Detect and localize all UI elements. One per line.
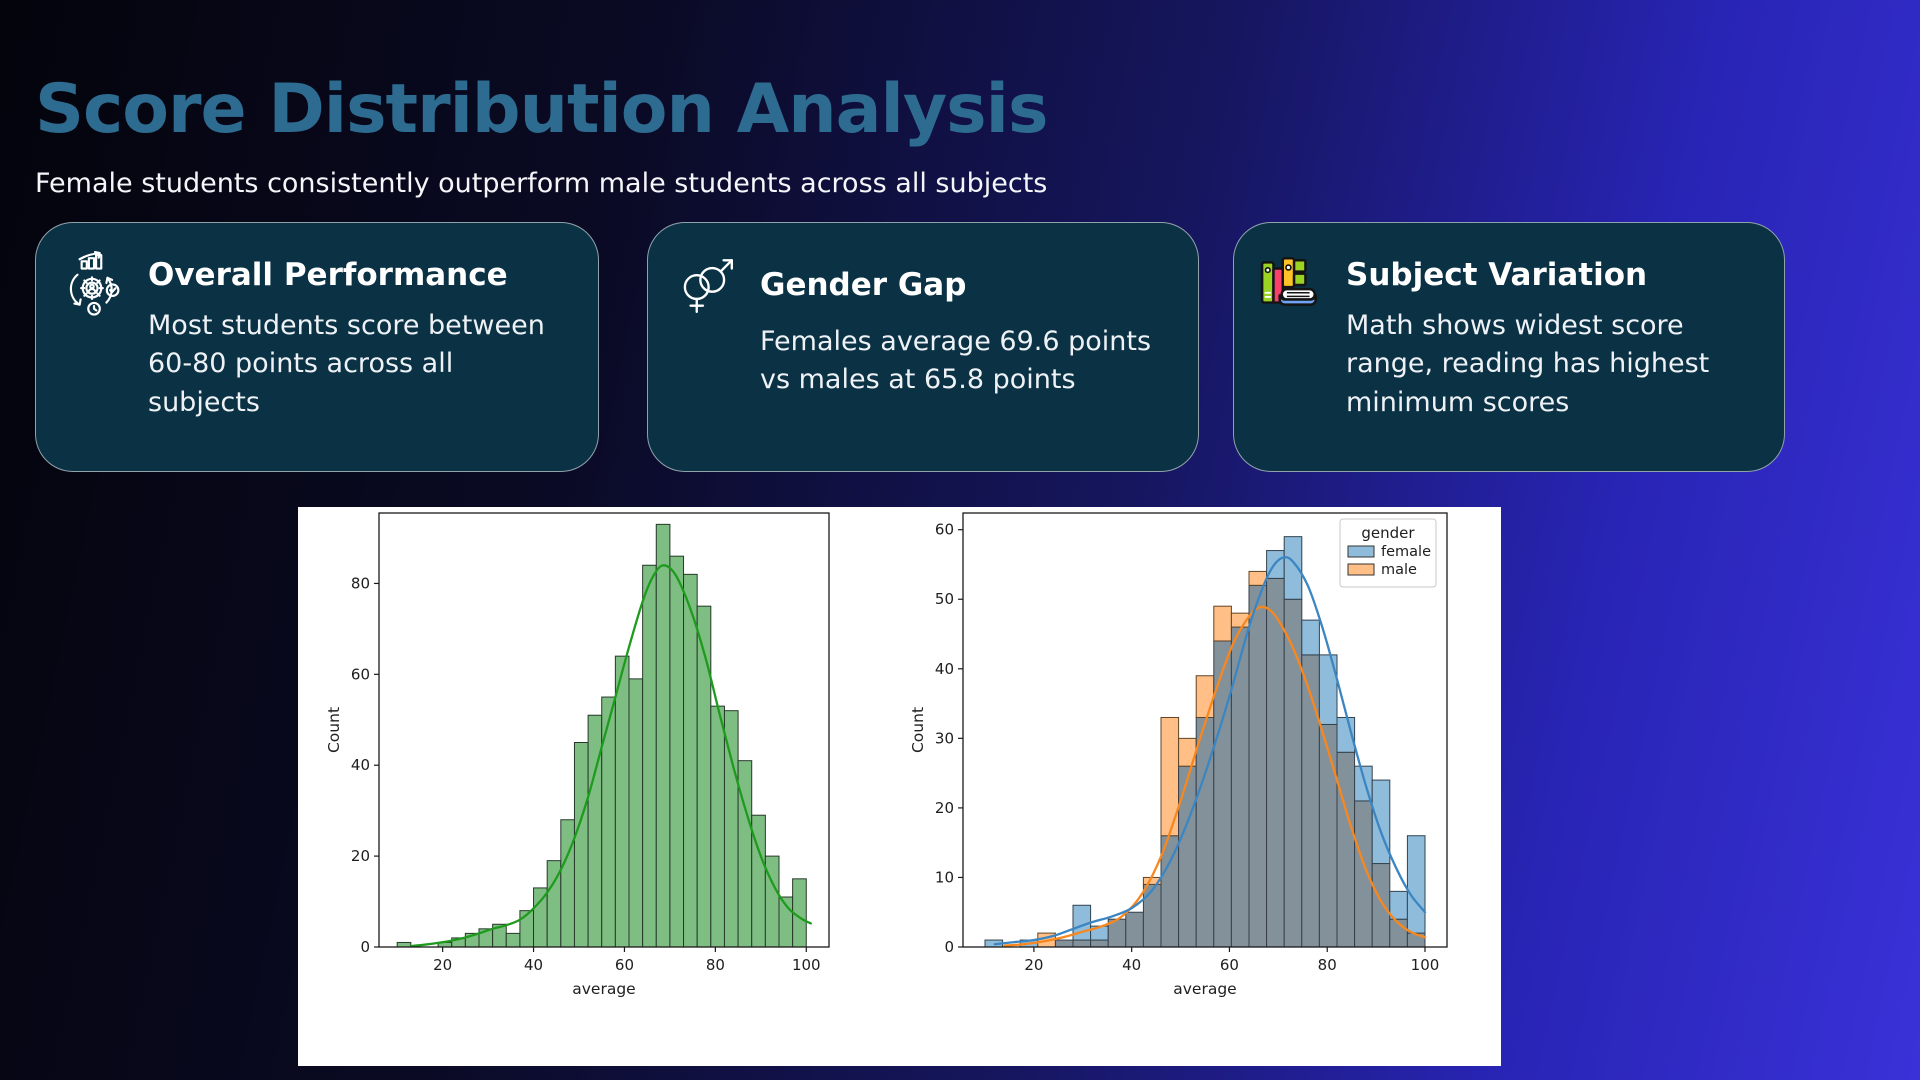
performance-gear-icon	[60, 250, 126, 317]
card-title: Subject Variation	[1346, 257, 1648, 293]
charts-panel: 20 40 60 80 100 0 20 40 60 80 average Count 20 40 60 80…	[298, 507, 1501, 1066]
y-tick-label: 0	[944, 938, 954, 956]
x-tick-label: 80	[1318, 956, 1337, 974]
chart-legend: gender female male	[1339, 518, 1437, 588]
card-overall-performance: Overall Performance Most students score …	[35, 222, 599, 472]
x-tick-label: 100	[1411, 956, 1440, 974]
legend-label: male	[1381, 562, 1417, 578]
y-axis-label: Count	[325, 707, 343, 753]
card-body: Math shows widest score range, reading h…	[1346, 310, 1710, 418]
x-axis-label: average	[1173, 980, 1236, 998]
card-gender-gap: Gender Gap Females average 69.6 points v…	[647, 222, 1199, 472]
y-tick-label: 30	[935, 729, 954, 747]
y-tick-label: 40	[935, 660, 954, 678]
legend-title: gender	[1361, 524, 1415, 542]
page-title: Score Distribution Analysis	[35, 69, 1048, 149]
insight-cards: Overall Performance Most students score …	[35, 222, 1785, 472]
overall-score-histogram: 20 40 60 80 100 0 20 40 60 80 average Count	[325, 512, 830, 998]
y-tick-label: 60	[351, 665, 370, 683]
kde-curve	[1003, 605, 1427, 947]
x-tick-label: 60	[1220, 956, 1239, 974]
x-tick-label: 20	[433, 956, 452, 974]
gender-score-histogram: 20 40 60 80 100 0 10 20 30 40 50 60 average Count gend…	[909, 512, 1448, 998]
x-axis-label: average	[572, 980, 635, 998]
x-tick-label: 100	[792, 956, 821, 974]
y-tick-label: 80	[351, 574, 370, 592]
card-body: Most students score between 60-80 points…	[148, 310, 545, 418]
books-icon	[1258, 251, 1324, 317]
card-title: Overall Performance	[148, 257, 508, 293]
y-tick-label: 10	[935, 868, 954, 886]
card-body: Females average 69.6 points vs males at …	[760, 326, 1152, 396]
x-tick-label: 60	[615, 956, 634, 974]
y-tick-label: 20	[935, 799, 954, 817]
card-title: Gender Gap	[760, 267, 967, 303]
y-tick-label: 20	[351, 847, 370, 865]
gender-symbols-icon	[672, 251, 738, 317]
kde-curve	[993, 556, 1427, 946]
legend-label: female	[1381, 544, 1431, 560]
x-tick-label: 40	[1122, 956, 1141, 974]
page-subtitle: Female students consistently outperform …	[35, 168, 1048, 199]
y-tick-label: 50	[935, 590, 954, 608]
x-tick-label: 40	[524, 956, 543, 974]
y-tick-label: 60	[935, 521, 954, 539]
kde-curve	[409, 564, 812, 948]
x-tick-label: 20	[1024, 956, 1043, 974]
y-tick-label: 0	[360, 938, 370, 956]
y-axis-label: Count	[909, 707, 927, 753]
y-tick-label: 40	[351, 756, 370, 774]
card-subject-variation: Subject Variation Math shows widest scor…	[1233, 222, 1785, 472]
x-tick-label: 80	[706, 956, 725, 974]
